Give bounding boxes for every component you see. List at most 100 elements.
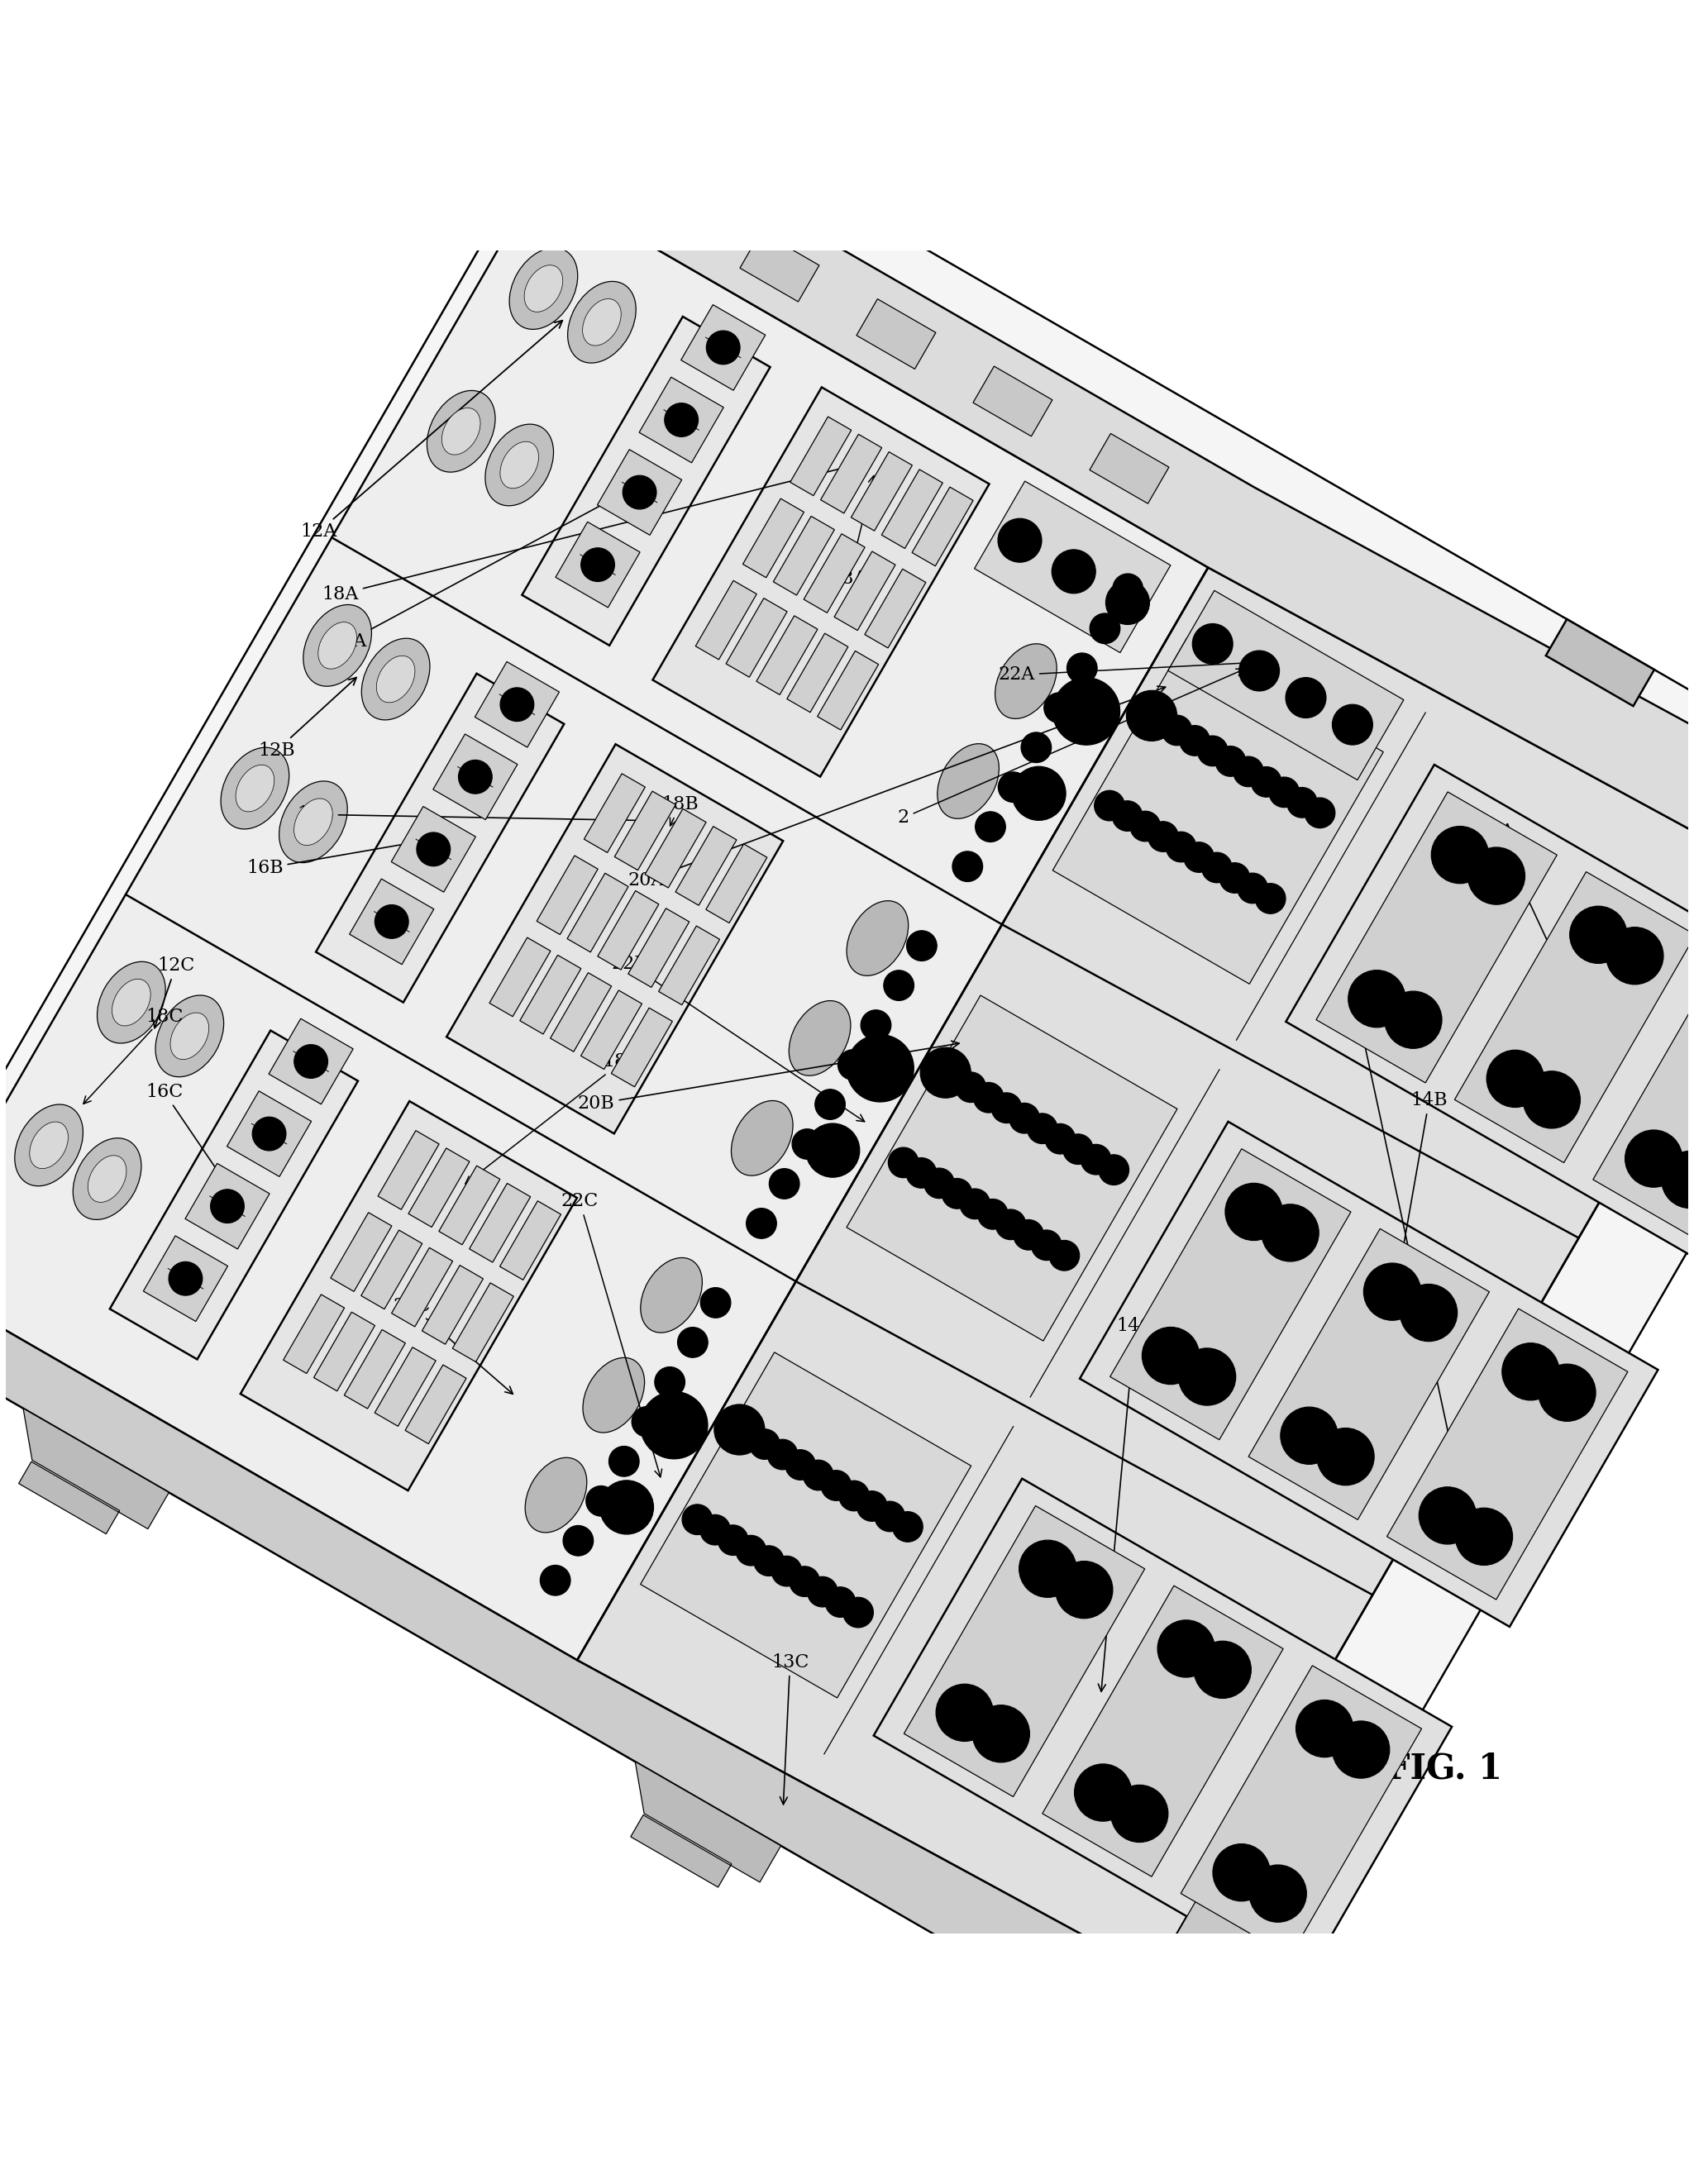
Ellipse shape [583, 1358, 644, 1433]
Polygon shape [578, 568, 1694, 1974]
Circle shape [1099, 1155, 1128, 1186]
Circle shape [938, 1061, 967, 1092]
Circle shape [1162, 714, 1193, 745]
Circle shape [1399, 1284, 1457, 1341]
Text: 16B: 16B [246, 836, 437, 878]
Circle shape [1333, 1721, 1389, 1778]
Text: 12A: 12A [300, 321, 562, 542]
Circle shape [1213, 1843, 1270, 1900]
Circle shape [977, 1199, 1008, 1230]
Circle shape [632, 1406, 662, 1437]
Polygon shape [1181, 1666, 1421, 1957]
Polygon shape [881, 470, 944, 548]
Circle shape [608, 1446, 639, 1476]
Circle shape [998, 771, 1028, 802]
Circle shape [1052, 550, 1096, 594]
Polygon shape [833, 550, 896, 631]
Circle shape [1055, 1562, 1113, 1618]
Circle shape [1184, 843, 1215, 871]
Circle shape [735, 1535, 766, 1566]
Circle shape [1027, 1114, 1057, 1144]
Circle shape [942, 1179, 972, 1208]
Ellipse shape [318, 622, 357, 668]
Circle shape [1127, 690, 1177, 740]
Circle shape [1201, 852, 1232, 882]
Text: 12B: 12B [257, 677, 356, 760]
Circle shape [295, 1044, 327, 1079]
Ellipse shape [15, 1105, 83, 1186]
Polygon shape [144, 1236, 227, 1321]
Circle shape [1570, 906, 1626, 963]
Polygon shape [537, 856, 598, 935]
Circle shape [974, 1083, 1005, 1112]
Circle shape [1220, 863, 1250, 893]
Circle shape [1237, 874, 1267, 904]
Polygon shape [474, 662, 559, 747]
Circle shape [500, 688, 534, 721]
Circle shape [893, 1511, 923, 1542]
Circle shape [586, 1485, 617, 1516]
Polygon shape [598, 450, 681, 535]
Text: 13B: 13B [1343, 1022, 1470, 1524]
Circle shape [1020, 1540, 1076, 1597]
Circle shape [417, 832, 451, 867]
Circle shape [1062, 1133, 1093, 1164]
Text: 18A: 18A [830, 476, 876, 587]
Circle shape [1296, 1699, 1354, 1758]
Ellipse shape [523, 264, 562, 312]
Polygon shape [612, 1007, 673, 1088]
Circle shape [1013, 1219, 1044, 1249]
Polygon shape [185, 1164, 269, 1249]
Ellipse shape [220, 747, 290, 830]
Circle shape [839, 1481, 869, 1511]
Circle shape [786, 1450, 815, 1481]
Text: 22B: 22B [612, 954, 864, 1123]
Polygon shape [847, 996, 1177, 1341]
Circle shape [700, 1516, 730, 1544]
Polygon shape [850, 452, 913, 531]
Circle shape [581, 548, 615, 581]
Text: 14B: 14B [1379, 1092, 1448, 1376]
Polygon shape [0, 181, 1208, 1660]
Circle shape [906, 1158, 937, 1188]
Circle shape [789, 1566, 820, 1597]
Polygon shape [974, 480, 1171, 653]
Polygon shape [676, 826, 737, 906]
Circle shape [1248, 1865, 1306, 1922]
Polygon shape [539, 100, 1694, 880]
Circle shape [822, 1470, 852, 1500]
Circle shape [769, 1168, 800, 1199]
Circle shape [700, 1289, 730, 1317]
Polygon shape [740, 232, 820, 301]
Ellipse shape [156, 996, 224, 1077]
Ellipse shape [171, 1013, 208, 1059]
Circle shape [808, 1577, 837, 1607]
Circle shape [678, 1328, 708, 1358]
Circle shape [806, 1123, 859, 1177]
Circle shape [1074, 1765, 1132, 1821]
Text: 13C: 13C [771, 1653, 808, 1804]
Polygon shape [391, 1247, 452, 1326]
Polygon shape [820, 435, 883, 513]
Circle shape [1467, 847, 1525, 904]
Circle shape [1143, 705, 1174, 736]
Polygon shape [727, 598, 788, 677]
Circle shape [1503, 1343, 1558, 1400]
Polygon shape [1592, 952, 1694, 1243]
Polygon shape [0, 1273, 1242, 2090]
Circle shape [861, 1009, 891, 1040]
Circle shape [1455, 1507, 1513, 1566]
Ellipse shape [361, 638, 430, 721]
Polygon shape [757, 616, 818, 695]
Circle shape [1625, 1129, 1682, 1188]
Ellipse shape [640, 1258, 703, 1332]
Ellipse shape [583, 299, 622, 345]
Circle shape [1384, 992, 1442, 1048]
Circle shape [998, 518, 1042, 561]
Circle shape [884, 970, 915, 1000]
Polygon shape [520, 954, 581, 1033]
Ellipse shape [97, 961, 166, 1044]
Polygon shape [628, 909, 689, 987]
Circle shape [767, 1439, 798, 1470]
Circle shape [654, 1367, 684, 1398]
